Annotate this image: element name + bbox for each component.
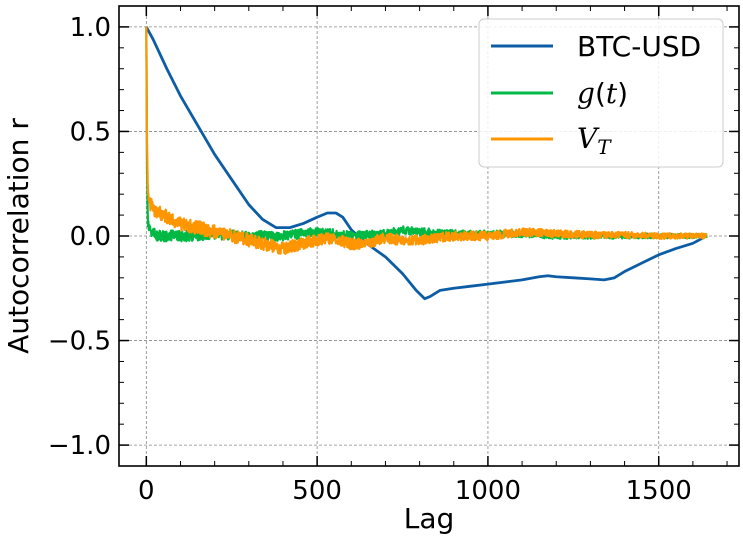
series-line-btc-usd [145, 26, 708, 301]
y-tick-label: −1.0 [48, 431, 111, 461]
legend: BTC-USD g(t) VT [478, 18, 724, 168]
y-tick-label: −0.5 [48, 327, 111, 357]
x-tick-label: 0 [138, 476, 155, 506]
x-tick-label: 500 [292, 476, 342, 506]
series-line-v-t [145, 26, 708, 255]
y-tick-label: 0.5 [70, 117, 111, 147]
legend-label-v-t: VT [577, 122, 612, 159]
series-lines [145, 26, 708, 301]
legend-box [478, 18, 724, 168]
ticks: 0 500 1000 1500 1.0 0.5 0.0 −0.5 −1.0 [48, 5, 739, 506]
x-tick-label: 1000 [455, 476, 521, 506]
y-tick-label: 0.0 [70, 222, 111, 252]
y-axis-label: Autocorrelation r [2, 118, 35, 354]
x-tick-label: 1500 [626, 476, 692, 506]
legend-label-btc-usd: BTC-USD [577, 30, 701, 63]
y-tick-label: 1.0 [70, 13, 111, 43]
x-axis-label: Lag [404, 502, 455, 535]
legend-label-g-t: g(t) [577, 77, 628, 110]
